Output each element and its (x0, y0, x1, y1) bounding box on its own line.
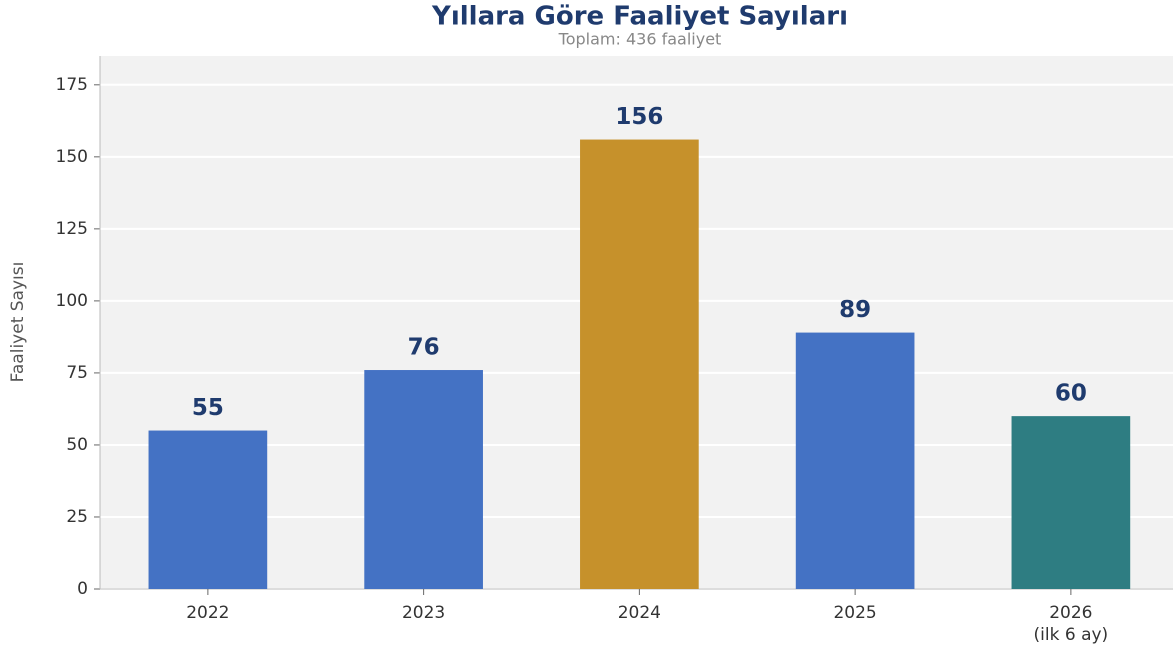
y-tick-label: 125 (56, 219, 88, 239)
value-label: 60 (1055, 381, 1087, 407)
bar (795, 332, 915, 589)
bar (364, 370, 483, 589)
y-axis-label: Faaliyet Sayısı (8, 262, 28, 383)
value-label: 76 (408, 335, 440, 361)
y-tick-label: 50 (66, 435, 88, 455)
value-label: 89 (839, 297, 871, 323)
y-tick-label: 0 (77, 579, 88, 599)
x-tick-label: 2023 (401, 603, 446, 623)
x-tick-label: 2024 (617, 603, 661, 623)
y-tick-label: 75 (66, 363, 88, 383)
x-tick-label: 2025 (833, 603, 877, 623)
y-tick-label: 25 (66, 507, 88, 527)
x-tick-label: 2022 (186, 603, 230, 623)
chart-subtitle: Toplam: 436 faaliyet (558, 30, 722, 49)
chart-title: Yıllara Göre Faaliyet Sayıları (431, 2, 848, 32)
bar (148, 430, 268, 589)
y-tick-label: 100 (56, 291, 88, 311)
bar (1011, 416, 1131, 589)
value-label: 55 (192, 395, 224, 421)
bar (580, 139, 699, 590)
x-tick-label: 2026 (ilk 6 ay) (1033, 603, 1109, 645)
y-tick-label: 175 (56, 75, 88, 95)
value-label: 156 (615, 104, 663, 130)
y-tick-label: 150 (56, 147, 88, 167)
